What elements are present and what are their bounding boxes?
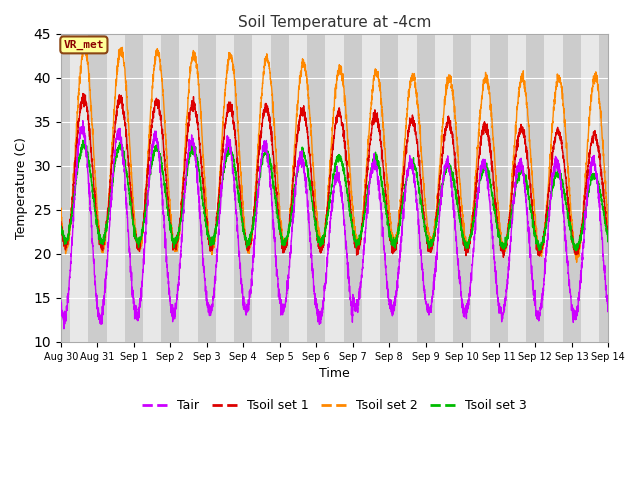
Bar <box>599 34 608 342</box>
Bar <box>234 34 243 342</box>
Bar <box>462 34 471 342</box>
Bar <box>170 34 179 342</box>
Bar <box>307 34 316 342</box>
Bar <box>380 34 389 342</box>
Bar <box>572 34 580 342</box>
Bar <box>544 34 563 342</box>
Bar <box>161 34 170 342</box>
Bar <box>426 34 435 342</box>
Bar <box>179 34 198 342</box>
Bar <box>636 34 640 342</box>
Bar <box>198 34 207 342</box>
Bar <box>88 34 97 342</box>
Bar <box>490 34 499 342</box>
Bar <box>435 34 453 342</box>
Bar <box>535 34 544 342</box>
Bar <box>526 34 535 342</box>
Y-axis label: Temperature (C): Temperature (C) <box>15 137 28 239</box>
Bar <box>344 34 353 342</box>
Text: VR_met: VR_met <box>63 40 104 50</box>
Bar <box>508 34 526 342</box>
Bar <box>271 34 280 342</box>
Title: Soil Temperature at -4cm: Soil Temperature at -4cm <box>238 15 431 30</box>
Bar <box>499 34 508 342</box>
Bar <box>97 34 106 342</box>
Bar <box>70 34 88 342</box>
Bar <box>252 34 271 342</box>
Bar <box>353 34 362 342</box>
X-axis label: Time: Time <box>319 367 350 380</box>
Bar <box>216 34 234 342</box>
Bar <box>325 34 344 342</box>
Legend: Tair, Tsoil set 1, Tsoil set 2, Tsoil set 3: Tair, Tsoil set 1, Tsoil set 2, Tsoil se… <box>137 395 532 417</box>
Bar <box>580 34 599 342</box>
Bar <box>471 34 490 342</box>
Bar <box>398 34 417 342</box>
Bar <box>389 34 398 342</box>
Bar <box>143 34 161 342</box>
Bar <box>608 34 617 342</box>
Bar <box>453 34 462 342</box>
Bar <box>61 34 70 342</box>
Bar <box>243 34 252 342</box>
Bar <box>125 34 134 342</box>
Bar <box>617 34 636 342</box>
Bar <box>316 34 325 342</box>
Bar <box>563 34 572 342</box>
Bar <box>134 34 143 342</box>
Bar <box>362 34 380 342</box>
Bar <box>280 34 289 342</box>
Bar <box>207 34 216 342</box>
Bar <box>106 34 125 342</box>
Bar <box>289 34 307 342</box>
Bar <box>417 34 426 342</box>
